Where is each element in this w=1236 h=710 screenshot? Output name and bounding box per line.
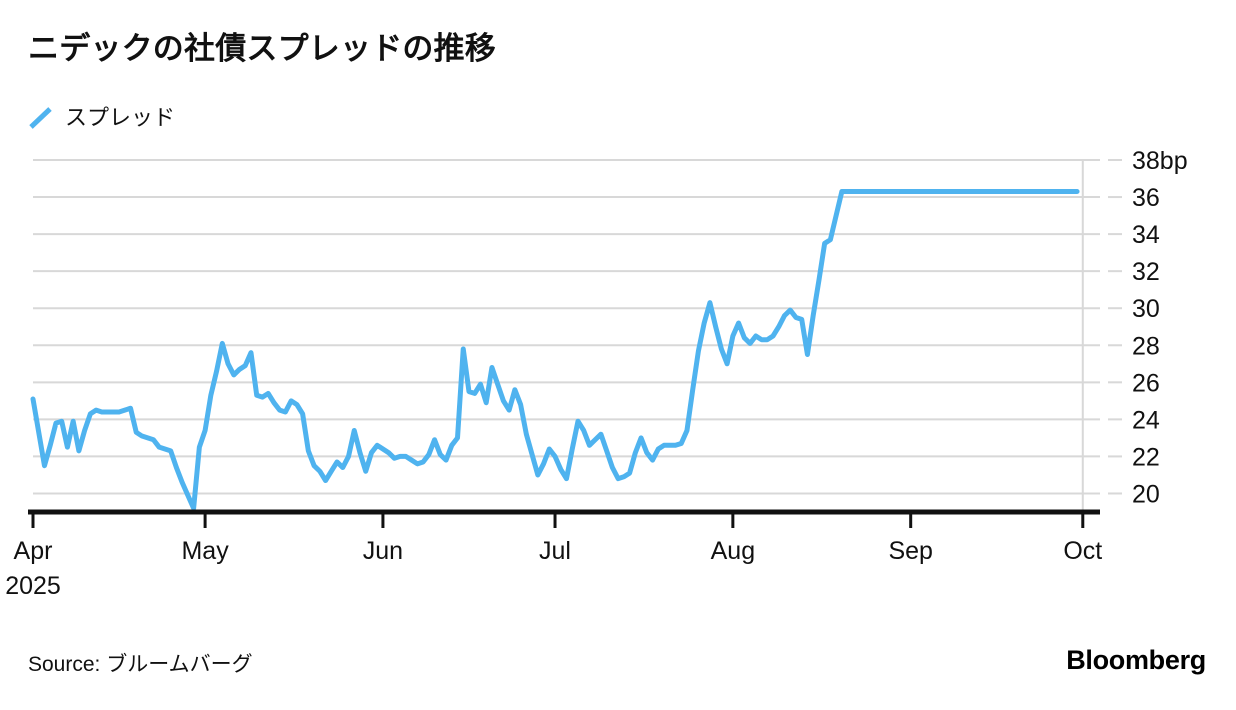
x-axis-tick-label: Jul	[539, 537, 571, 565]
x-axis-tick-marks	[31, 514, 1085, 528]
legend-item-label: スプレッド	[65, 105, 176, 130]
line-segment-icon	[29, 107, 52, 129]
y-axis-tick-label: 34	[1132, 221, 1160, 249]
y-axis-tick-marks	[1108, 159, 1122, 495]
x-axis-labels: Apr 2025 May Jun Jul Aug Sep Oct	[5, 537, 1102, 600]
x-axis-tick-label: Apr	[14, 537, 53, 565]
y-axis-tick-label: 32	[1132, 258, 1160, 286]
y-axis-tick-label: 22	[1132, 443, 1160, 471]
y-axis-labels: 38bp 36 34 32 30 28 26 24 22 20	[1132, 147, 1188, 508]
y-axis-tick-label: 24	[1132, 406, 1160, 434]
series-spread-line	[30, 188, 1080, 511]
x-axis-tick-label: Aug	[711, 537, 755, 565]
bloomberg-logo: Bloomberg	[1066, 645, 1206, 675]
source-note: Source: ブルームバーグ	[28, 653, 253, 676]
x-axis-tick-label: May	[181, 537, 229, 565]
page-title: ニデックの社債スプレッドの推移	[28, 31, 496, 66]
y-axis-tick-label: 28	[1132, 332, 1160, 360]
y-axis-tick-label: 36	[1132, 184, 1160, 212]
y-axis-tick-label: 38bp	[1132, 147, 1188, 175]
x-axis-tick-label: Jun	[363, 537, 403, 565]
y-axis-tick-label: 30	[1132, 295, 1160, 323]
x-axis-tick-sublabel: 2025	[5, 572, 61, 600]
x-axis-tick-label: Sep	[888, 537, 932, 565]
chart-legend: スプレッド	[28, 103, 175, 133]
y-axis-tick-label: 20	[1132, 480, 1160, 508]
x-axis-tick-label: Oct	[1063, 537, 1102, 565]
y-axis-tick-label: 26	[1132, 369, 1160, 397]
gridlines	[33, 159, 1100, 495]
